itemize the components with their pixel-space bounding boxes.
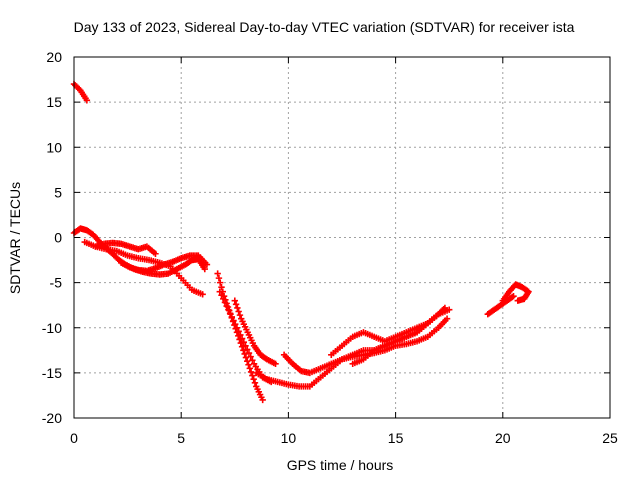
data-point xyxy=(245,361,252,368)
y-tick-label: 20 xyxy=(46,49,62,65)
data-point xyxy=(244,357,251,365)
data-point xyxy=(238,343,246,350)
data-point xyxy=(201,265,208,273)
data-point xyxy=(216,288,223,295)
data-point xyxy=(230,317,237,324)
data-point xyxy=(83,97,91,104)
y-tick-label: -10 xyxy=(42,320,62,336)
y-tick-label: 0 xyxy=(54,230,62,246)
x-tick-label: 10 xyxy=(281,430,297,446)
data-point xyxy=(238,335,246,342)
data-point xyxy=(228,313,235,321)
y-axis-label: SDTVAR / TECUs xyxy=(7,182,23,294)
data-point xyxy=(217,279,224,286)
x-tick-label: 5 xyxy=(177,430,185,446)
data-point xyxy=(443,315,451,322)
data-point xyxy=(152,250,159,257)
data-point xyxy=(249,357,256,364)
data-point xyxy=(215,274,223,282)
data-point xyxy=(244,346,251,353)
data-point xyxy=(236,311,244,319)
x-tick-label: 15 xyxy=(388,430,404,446)
y-tick-label: 15 xyxy=(46,94,62,110)
series-arc-h xyxy=(231,297,279,368)
y-tick-label: 5 xyxy=(54,184,62,200)
data-point xyxy=(251,379,259,387)
data-point xyxy=(242,354,250,361)
data-point xyxy=(249,372,256,379)
data-point xyxy=(214,270,221,277)
data-points xyxy=(70,80,532,404)
data-point xyxy=(220,295,227,303)
plot-frame xyxy=(73,56,611,419)
series-arc-j xyxy=(280,315,451,377)
series-arc-d xyxy=(117,252,211,275)
data-point xyxy=(225,306,232,313)
data-point xyxy=(235,328,242,335)
data-point xyxy=(203,261,211,268)
data-point xyxy=(237,339,245,347)
series-arc-g xyxy=(216,288,275,386)
x-tick-label: 25 xyxy=(602,430,618,446)
series-arc-l xyxy=(349,306,453,368)
data-point xyxy=(259,396,266,404)
series-arc-e xyxy=(92,239,159,257)
data-point xyxy=(226,310,234,317)
y-tick-label: 10 xyxy=(46,139,62,155)
data-point xyxy=(514,297,522,304)
data-point xyxy=(510,292,517,300)
x-tick-label: 0 xyxy=(70,430,78,446)
data-point xyxy=(235,308,242,315)
data-point xyxy=(75,85,83,93)
chart-title: Day 133 of 2023, Sidereal Day-to-day VTE… xyxy=(74,19,575,35)
data-point xyxy=(218,292,225,299)
x-axis-label: GPS time / hours xyxy=(287,457,394,473)
data-point xyxy=(218,283,225,291)
data-point xyxy=(247,353,254,360)
data-point xyxy=(246,365,254,372)
data-point xyxy=(221,299,229,306)
data-point xyxy=(247,368,255,376)
grid xyxy=(74,57,610,418)
data-point xyxy=(240,347,247,354)
y-tick-label: -20 xyxy=(42,410,62,426)
data-point xyxy=(232,301,240,308)
y-tick-label: -5 xyxy=(50,275,63,291)
series-arc-i xyxy=(253,311,442,390)
series-arc-m xyxy=(484,292,517,318)
data-point xyxy=(237,331,244,339)
x-tick-label: 20 xyxy=(495,430,511,446)
data-point xyxy=(240,338,248,346)
data-point xyxy=(250,375,257,383)
data-point xyxy=(245,349,253,357)
data-point xyxy=(232,320,239,328)
data-point xyxy=(509,293,516,301)
data-point xyxy=(231,297,238,304)
data-point xyxy=(199,291,206,298)
series-arc-n xyxy=(499,281,532,304)
data-point xyxy=(446,306,453,313)
y-tick-label: -15 xyxy=(42,365,62,381)
data-point xyxy=(242,342,249,349)
data-point xyxy=(233,324,241,331)
data-point xyxy=(223,302,230,310)
series-arc-f xyxy=(214,270,266,404)
data-point xyxy=(234,304,241,312)
data-point xyxy=(272,360,279,368)
data-point xyxy=(241,350,248,358)
